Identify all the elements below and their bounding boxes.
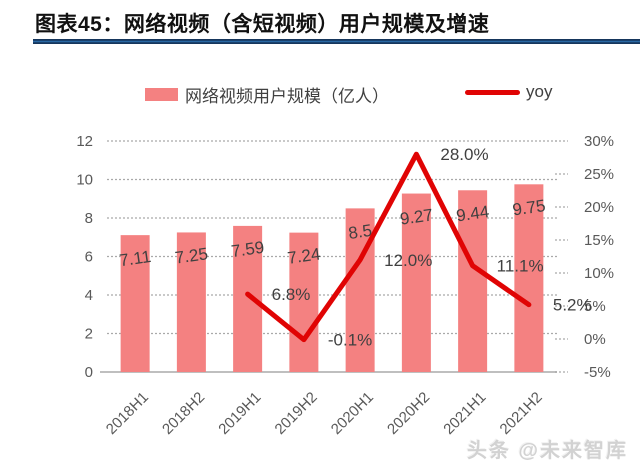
x-axis-label-2020H2: 2020H2 — [384, 389, 433, 438]
bar-2020H2 — [401, 193, 431, 372]
left-axis-tick-label: 6 — [85, 249, 93, 266]
line-point-label: -0.1% — [328, 331, 372, 350]
right-axis-tick-label: 10% — [584, 265, 614, 282]
bar-2021H2 — [514, 184, 544, 372]
bar-value-label: 7.25 — [174, 244, 209, 267]
right-axis-tick-label: 5% — [584, 298, 606, 315]
right-axis-tick-label: -5% — [584, 364, 611, 381]
right-axis-tick-label: 30% — [584, 133, 614, 150]
x-axis-label-2019H1: 2019H1 — [215, 389, 264, 438]
bar-value-label: 7.11 — [118, 247, 152, 270]
legend-label-user-scale: 网络视频用户规模（亿人） — [185, 87, 389, 106]
bar-2018H1 — [120, 235, 150, 372]
right-axis-tick-label: 0% — [584, 331, 606, 348]
bar-value-label: 9.75 — [511, 196, 546, 219]
right-axis-tick-label: 25% — [584, 166, 614, 183]
line-point-label: 28.0% — [440, 145, 488, 164]
left-axis-tick-label: 10 — [76, 172, 93, 189]
bar-2018H2 — [176, 232, 206, 372]
x-axis-label-2020H1: 2020H1 — [328, 389, 377, 438]
x-axis-label-2021H1: 2021H1 — [440, 389, 489, 438]
page-title: 图表45：网络视频（含短视频）用户规模及增速 — [35, 13, 490, 36]
bar-value-label: 7.24 — [286, 244, 321, 267]
x-axis-label-2019H2: 2019H2 — [272, 389, 321, 438]
watermark: 头条 @未来智库 — [466, 440, 628, 462]
line-series-swatch — [465, 89, 520, 95]
left-axis-tick-label: 0 — [85, 364, 93, 381]
bar-series-swatch — [145, 88, 178, 101]
left-axis-tick-label: 12 — [76, 133, 93, 150]
line-point-label: 12.0% — [384, 251, 432, 270]
chart-legend: 网络视频用户规模（亿人） yoy — [0, 82, 640, 107]
title-underline — [33, 39, 640, 44]
yoy-line — [245, 151, 532, 343]
bar-value-label: 9.27 — [399, 205, 434, 228]
legend-label-yoy: yoy — [526, 82, 553, 101]
line-point-label: 11.1% — [497, 257, 544, 276]
bar-2019H2 — [289, 232, 319, 372]
left-axis-tick-label: 4 — [85, 287, 93, 304]
legend-item-user-scale: 网络视频用户规模（亿人） — [145, 82, 389, 107]
x-axis-label-2018H2: 2018H2 — [159, 389, 208, 438]
bar-value-label: 9.44 — [455, 202, 490, 225]
left-axis-tick-label: 8 — [85, 210, 93, 227]
left-axis-tick-label: 2 — [85, 326, 93, 343]
bar-2020H1 — [345, 208, 375, 372]
legend-item-yoy: yoy — [465, 82, 552, 102]
right-axis-tick-label: 20% — [584, 199, 614, 216]
bar-2021H1 — [458, 190, 488, 372]
line-point-label: 5.2% — [553, 296, 592, 315]
bar-value-label: 7.59 — [230, 238, 265, 261]
x-axis-label-2021H2: 2021H2 — [497, 389, 546, 438]
right-axis-tick-label: 15% — [584, 232, 614, 249]
bar-value-label: 8.5 — [347, 221, 373, 243]
x-axis-label-2018H1: 2018H1 — [103, 389, 152, 438]
line-point-label: 6.8% — [272, 285, 311, 304]
